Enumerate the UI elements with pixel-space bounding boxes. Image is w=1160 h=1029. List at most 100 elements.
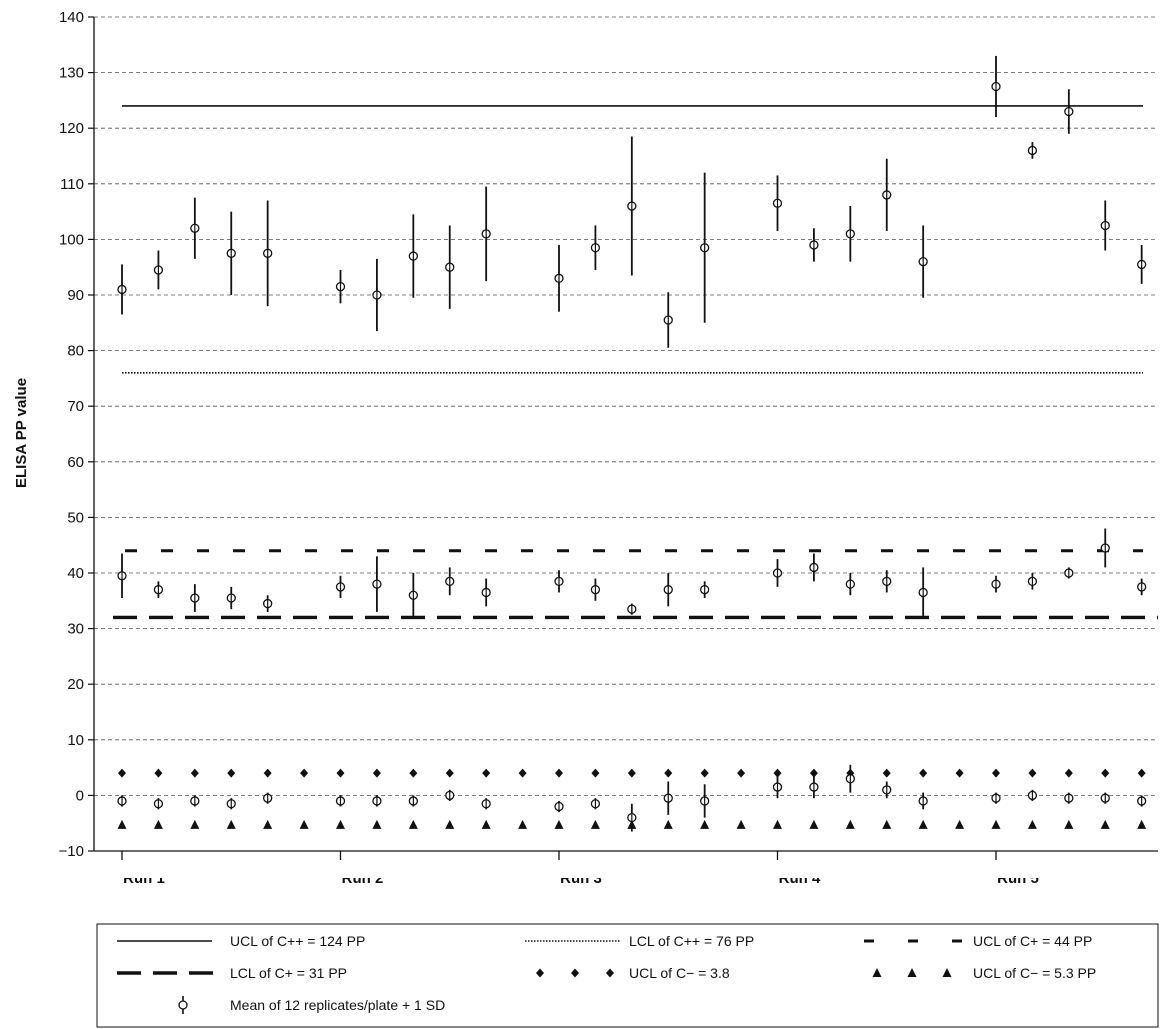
triangle-marker (190, 819, 200, 829)
y-tick-label: 0 (76, 787, 84, 804)
legend-item-lcl-cpp: LCL of C++ = 76 PP (525, 933, 754, 949)
triangle-marker (736, 819, 746, 829)
triangle-marker (408, 819, 418, 829)
legend-swatch (536, 968, 544, 978)
diamond-marker (118, 768, 126, 778)
diamond-marker (664, 768, 673, 778)
y-tick-label: 100 (59, 231, 84, 248)
y-tick-label: 80 (67, 343, 84, 360)
legend: UCL of C++ = 124 PP LCL of C++ = 76 PP UCL… (96, 923, 1159, 1028)
legend-swatch (907, 968, 917, 977)
triangle-marker (554, 819, 564, 829)
y-tick-label: 10 (67, 732, 84, 749)
control-limit-lines (113, 105, 1158, 829)
y-tick-label: 70 (67, 398, 84, 415)
triangle-marker (1137, 819, 1147, 829)
triangle-marker (773, 819, 782, 829)
triangle-marker (918, 819, 928, 829)
triangle-marker (809, 819, 819, 829)
diamond-marker (737, 768, 746, 778)
y-tick-label: 130 (59, 65, 84, 82)
y-axis-label: ELISA PP value (13, 378, 30, 488)
triangle-marker (299, 819, 309, 829)
diamond-marker (591, 768, 600, 778)
diamond-marker (190, 768, 199, 778)
y-tick-label: 120 (59, 120, 84, 137)
diamond-marker (1137, 768, 1146, 778)
diamond-marker (919, 768, 928, 778)
triangle-marker (336, 819, 345, 829)
triangle-marker (882, 819, 892, 829)
y-tick-label: 60 (67, 454, 84, 471)
diamond-marker (336, 768, 345, 778)
triangle-marker (1064, 819, 1074, 829)
triangle-marker (1027, 819, 1037, 829)
diamond-marker (482, 768, 491, 778)
legend-item-ucl-cm-diamond: UCL of C− = 3.8 (536, 965, 730, 981)
legend-label: LCL of C++ = 76 PP (629, 933, 754, 949)
triangle-marker (445, 819, 455, 829)
y-tick-label: 110 (60, 176, 84, 193)
legend-swatch (571, 968, 579, 978)
diamond-marker (627, 768, 636, 778)
legend-label: UCL of C− = 3.8 (629, 965, 730, 981)
legend-swatch (178, 1000, 188, 1010)
diamond-marker (300, 768, 309, 778)
triangle-marker (263, 819, 273, 829)
diamond-marker (263, 768, 272, 778)
diamond-marker (555, 768, 563, 778)
diamond-marker (409, 768, 418, 778)
triangle-marker (845, 819, 855, 829)
diamond-marker (445, 768, 454, 778)
triangle-marker (372, 819, 382, 829)
triangle-marker (700, 819, 710, 829)
triangle-marker (955, 819, 965, 829)
y-tick-label: 40 (67, 565, 84, 582)
diamond-marker (882, 768, 891, 778)
legend-item-ucl-cpp: UCL of C++ = 124 PP (117, 933, 365, 949)
diamond-marker (227, 768, 236, 778)
legend-label: Mean of 12 replicates/plate + 1 SD (230, 997, 445, 1013)
diamond-marker (700, 768, 709, 778)
triangle-marker (991, 819, 1001, 829)
triangle-marker (153, 819, 163, 829)
diamond-marker (809, 768, 818, 778)
diamond-marker (154, 768, 163, 778)
diamond-marker (372, 768, 381, 778)
legend-label: UCL of C+ = 44 PP (973, 933, 1092, 949)
triangle-marker (518, 819, 528, 829)
legend-item-ucl-cp: UCL of C+ = 44 PP (864, 933, 1092, 949)
legend-item-ucl-cm-triangle: UCL of C− = 5.3 PP (872, 965, 1096, 981)
y-tick-label: 50 (67, 509, 84, 526)
legend-swatch (606, 968, 614, 978)
y-axis: −10 0 10 20 30 40 50 60 70 80 90 100 110 120 130 140 (59, 9, 95, 860)
y-tick-label: 30 (67, 621, 84, 638)
triangle-marker (663, 819, 673, 829)
y-tick-label: 20 (67, 676, 84, 693)
triangle-marker (1100, 819, 1110, 829)
legend-item-mean-sd: Mean of 12 replicates/plate + 1 SD (178, 996, 445, 1014)
diamond-marker (1101, 768, 1110, 778)
legend-swatch (942, 968, 952, 977)
plate-means (117, 55, 1147, 832)
legend-label: LCL of C+ = 31 PP (230, 965, 347, 981)
diamond-marker (992, 768, 1000, 778)
triangle-marker (117, 819, 127, 829)
legend-swatch (872, 968, 882, 977)
diamond-marker (1028, 768, 1037, 778)
y-tick-label: 140 (59, 9, 84, 26)
diamond-marker (1064, 768, 1073, 778)
y-tick-label: −10 (59, 843, 84, 860)
legend-label: UCL of C− = 5.3 PP (973, 965, 1096, 981)
triangle-marker (481, 819, 491, 829)
legend-label: UCL of C++ = 124 PP (230, 933, 365, 949)
diamond-marker (773, 768, 782, 778)
y-tick-label: 90 (67, 287, 84, 304)
diamond-marker (518, 768, 527, 778)
legend-item-lcl-cp: LCL of C+ = 31 PP (117, 965, 347, 981)
diamond-marker (955, 768, 964, 778)
triangle-marker (226, 819, 236, 829)
gridlines (94, 16, 1158, 796)
triangle-marker (590, 819, 600, 829)
